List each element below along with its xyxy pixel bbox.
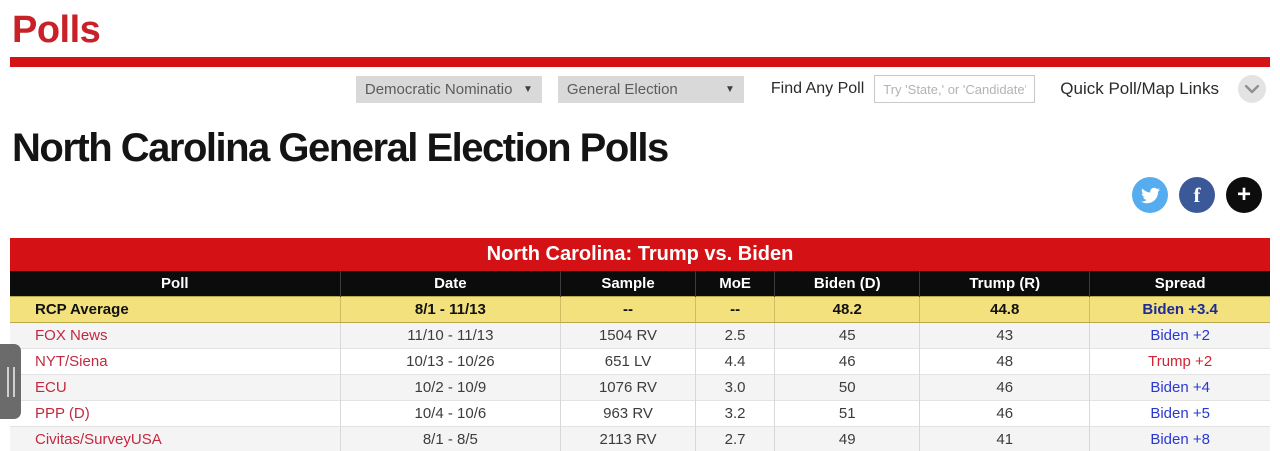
quick-links-expand-button[interactable] <box>1238 75 1266 103</box>
poll-results-table: North Carolina: Trump vs. Biden Poll Dat… <box>10 238 1270 451</box>
column-header-poll: Poll <box>10 271 341 296</box>
poll-moe: 2.7 <box>694 425 775 451</box>
column-header-biden: Biden (D) <box>774 271 920 296</box>
more-share-button[interactable]: + <box>1226 177 1262 213</box>
facebook-share-button[interactable]: f <box>1179 177 1215 213</box>
poll-date: 8/1 - 11/13 <box>339 295 561 323</box>
race-type-dropdown[interactable]: Democratic Nominatio ▼ <box>355 75 542 103</box>
trump-value: 43 <box>919 321 1090 348</box>
poll-sample: 1076 RV <box>560 373 696 400</box>
brand-divider <box>10 57 1270 67</box>
poll-date: 10/4 - 10/6 <box>339 399 561 426</box>
poll-date: 10/13 - 10/26 <box>339 347 561 374</box>
find-any-poll-label: Find Any Poll <box>770 80 865 97</box>
spread-value: Biden +2 <box>1089 321 1270 348</box>
spread-value: Biden +3.4 <box>1089 295 1270 323</box>
table-row: PPP (D) 10/4 - 10/6 963 RV 3.2 51 46 Bid… <box>10 399 1270 426</box>
election-type-dropdown[interactable]: General Election ▼ <box>557 75 744 103</box>
poll-sample: 1504 RV <box>560 321 696 348</box>
dropdown-arrow-icon: ▼ <box>724 83 735 95</box>
poll-table-container: North Carolina: Trump vs. Biden Poll Dat… <box>10 238 1270 451</box>
poll-sample: 963 RV <box>560 399 696 426</box>
trump-value: 46 <box>919 399 1090 426</box>
column-header-trump: Trump (R) <box>919 271 1090 296</box>
race-type-dropdown-value: Democratic Nominatio <box>364 80 513 98</box>
spread-value: Trump +2 <box>1089 347 1270 374</box>
table-row: ECU 10/2 - 10/9 1076 RV 3.0 50 46 Biden … <box>10 373 1270 400</box>
chevron-down-icon <box>1245 84 1259 93</box>
spread-value: Biden +5 <box>1089 399 1270 426</box>
feedback-drawer-handle[interactable] <box>0 344 21 419</box>
biden-value: 51 <box>774 399 920 426</box>
trump-value: 48 <box>919 347 1090 374</box>
column-header-date: Date <box>339 271 561 296</box>
poll-date: 10/2 - 10/9 <box>339 373 561 400</box>
poll-name: RCP Average <box>10 295 341 323</box>
poll-moe: -- <box>694 295 775 323</box>
table-row: Civitas/SurveyUSA 8/1 - 8/5 2113 RV 2.7 … <box>10 425 1270 451</box>
poll-date: 11/10 - 11/13 <box>339 321 561 348</box>
dropdown-arrow-icon: ▼ <box>522 83 533 95</box>
spread-value: Biden +8 <box>1089 425 1270 451</box>
twitter-share-button[interactable] <box>1132 177 1168 213</box>
drawer-grip-icon <box>12 366 15 397</box>
poll-sample: 651 LV <box>560 347 696 374</box>
poll-moe: 4.4 <box>694 347 775 374</box>
facebook-icon: f <box>1193 182 1201 207</box>
trump-value: 44.8 <box>919 295 1090 323</box>
table-row-rcp-average: RCP Average 8/1 - 11/13 -- -- 48.2 44.8 … <box>10 295 1270 323</box>
table-title: North Carolina: Trump vs. Biden <box>10 238 1270 271</box>
poll-filter-toolbar: Democratic Nominatio ▼ General Election … <box>0 75 1280 103</box>
page-brand-title: Polls <box>12 9 101 51</box>
biden-value: 50 <box>774 373 920 400</box>
biden-value: 48.2 <box>774 295 920 323</box>
poll-link[interactable]: PPP (D) <box>10 399 341 426</box>
twitter-icon <box>1140 187 1160 203</box>
column-header-spread: Spread <box>1089 271 1270 296</box>
quick-poll-map-links[interactable]: Quick Poll/Map Links <box>1060 79 1219 98</box>
poll-moe: 2.5 <box>694 321 775 348</box>
poll-link[interactable]: FOX News <box>10 321 341 348</box>
election-type-dropdown-value: General Election <box>566 80 678 98</box>
poll-date: 8/1 - 8/5 <box>339 425 561 451</box>
biden-value: 46 <box>774 347 920 374</box>
poll-moe: 3.2 <box>694 399 775 426</box>
table-row: NYT/Siena 10/13 - 10/26 651 LV 4.4 46 48… <box>10 347 1270 374</box>
poll-link[interactable]: NYT/Siena <box>10 347 341 374</box>
spread-value: Biden +4 <box>1089 373 1270 400</box>
page-title: North Carolina General Election Polls <box>12 126 669 170</box>
column-header-moe: MoE <box>694 271 775 296</box>
poll-sample: -- <box>560 295 696 323</box>
column-header-sample: Sample <box>560 271 696 296</box>
poll-sample: 2113 RV <box>560 425 696 451</box>
table-header-row: Poll Date Sample MoE Biden (D) Trump (R)… <box>10 271 1270 296</box>
drawer-grip-icon <box>6 366 9 397</box>
biden-value: 45 <box>774 321 920 348</box>
table-row: FOX News 11/10 - 11/13 1504 RV 2.5 45 43… <box>10 321 1270 348</box>
trump-value: 46 <box>919 373 1090 400</box>
poll-moe: 3.0 <box>694 373 775 400</box>
poll-search-input[interactable] <box>874 75 1036 103</box>
poll-link[interactable]: ECU <box>10 373 341 400</box>
social-share-buttons: f + <box>0 177 1262 213</box>
biden-value: 49 <box>774 425 920 451</box>
poll-link[interactable]: Civitas/SurveyUSA <box>10 425 341 451</box>
trump-value: 41 <box>919 425 1090 451</box>
